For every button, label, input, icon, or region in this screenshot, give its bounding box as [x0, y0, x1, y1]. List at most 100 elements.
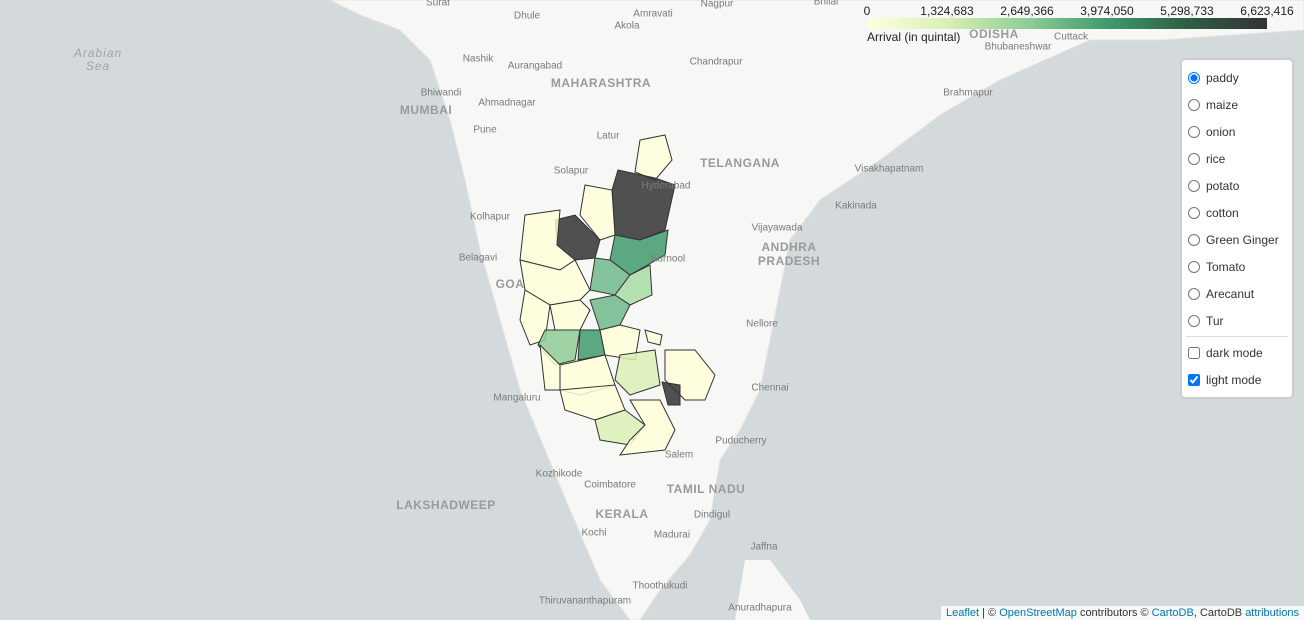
place-label: Hyderabad: [641, 180, 691, 192]
crop-option[interactable]: maize: [1182, 91, 1292, 118]
cartodb-link[interactable]: CartoDB: [1151, 607, 1194, 619]
crop-radio[interactable]: [1188, 260, 1200, 273]
districts: [519, 134, 716, 456]
crop-radio[interactable]: [1188, 314, 1200, 327]
place-label: MAHARASHTRA: [550, 76, 652, 90]
place-label: Thiruvananthapuram: [538, 595, 632, 607]
legend-tick-label: 6,623,416: [1240, 4, 1294, 18]
legend-tick-label: 1,324,683: [920, 4, 974, 18]
place-label: Dindigul: [693, 509, 731, 521]
place-label: Akola: [614, 20, 640, 32]
place-label: MUMBAI: [399, 103, 453, 117]
district: [614, 349, 661, 396]
place-label: Mangaluru: [493, 392, 541, 404]
place-label: KERALA: [595, 507, 649, 521]
place-label: Dhule: [513, 10, 541, 22]
place-label: Cuttack: [1054, 31, 1088, 43]
place-label: Kakinada: [835, 200, 877, 212]
legend-tick-label: 3,974,050: [1080, 4, 1134, 18]
crop-radio[interactable]: [1188, 287, 1200, 300]
crop-label: cotton: [1206, 205, 1239, 220]
place-label: Jaffna: [750, 541, 778, 553]
attribution-text: , CartoDB: [1193, 607, 1243, 619]
crop-option[interactable]: Arecanut: [1182, 280, 1292, 307]
sri-lanka: [735, 560, 810, 620]
mode-option[interactable]: dark mode: [1182, 339, 1292, 366]
place-label: Kurnool: [650, 253, 686, 265]
osm-link[interactable]: OpenStreetMap: [999, 607, 1077, 619]
place-label: Aurangabad: [507, 60, 563, 72]
legend-tick-label: 0: [863, 4, 871, 18]
district: [519, 289, 551, 346]
place-label: Nashik: [462, 53, 494, 65]
place-label: Belagavi: [458, 252, 498, 264]
attributions-link[interactable]: attributions: [1245, 607, 1299, 619]
mode-option[interactable]: light mode: [1182, 366, 1292, 393]
mode-label: dark mode: [1206, 345, 1263, 360]
place-label: Kolhapur: [469, 211, 511, 223]
place-label: Kozhikode: [535, 468, 583, 480]
crop-option[interactable]: potato: [1182, 172, 1292, 199]
crop-option[interactable]: cotton: [1182, 199, 1292, 226]
place-label: Visakhapatnam: [854, 163, 924, 175]
place-label: Kochi: [581, 527, 607, 539]
legend-caption: Arrival (in quintal): [867, 30, 961, 44]
district: [634, 134, 673, 181]
place-label: Puducherry: [715, 435, 767, 447]
land: [329, 0, 1304, 620]
crop-radio[interactable]: [1188, 125, 1200, 138]
crop-option[interactable]: Tur: [1182, 307, 1292, 334]
crop-label: potato: [1206, 178, 1240, 193]
crop-option[interactable]: paddy: [1182, 64, 1292, 91]
crop-label: onion: [1206, 124, 1236, 139]
place-label: TAMIL NADU: [666, 482, 746, 496]
place-label: TELANGANA: [700, 156, 780, 170]
leaflet-link[interactable]: Leaflet: [946, 607, 980, 619]
district: [579, 184, 616, 241]
mode-label: light mode: [1206, 372, 1262, 387]
crop-radio[interactable]: [1188, 152, 1200, 165]
layer-control: paddy maize onion rice potato cotton Green Gin…: [1180, 58, 1294, 399]
attribution-text: | ©: [982, 607, 997, 619]
place-label: ANDHRA: [761, 240, 817, 254]
mode-checkbox[interactable]: [1188, 346, 1200, 359]
place-label: PRADESH: [757, 254, 821, 268]
district: [618, 399, 676, 456]
district: [614, 264, 653, 306]
place-label: Ahmadnagar: [478, 97, 536, 109]
crop-option[interactable]: Green Ginger: [1182, 226, 1292, 253]
district: [661, 381, 681, 406]
crop-radio[interactable]: [1188, 233, 1200, 246]
crop-label: rice: [1206, 151, 1226, 166]
place-label: Chandrapur: [689, 56, 743, 68]
crop-radio[interactable]: [1188, 98, 1200, 111]
place-label: Nellore: [746, 318, 778, 330]
place-label: GOA: [495, 277, 525, 291]
crop-radio[interactable]: [1188, 179, 1200, 192]
place-label: Surat: [426, 0, 450, 9]
place-label: Salem: [664, 449, 694, 461]
place-label: Bhiwandi: [420, 87, 462, 99]
crop-option[interactable]: Tomato: [1182, 253, 1292, 280]
mode-checkbox[interactable]: [1188, 373, 1200, 386]
crop-label: Green Ginger: [1206, 232, 1279, 247]
attribution: Leaflet | © OpenStreetMap contributors ©…: [941, 606, 1304, 620]
district: [599, 324, 641, 361]
crop-radio[interactable]: [1188, 206, 1200, 219]
place-label: Bhubaneshwar: [984, 41, 1052, 53]
place-label: Latur: [596, 130, 620, 142]
district: [644, 329, 663, 346]
crop-label: Tomato: [1206, 259, 1246, 274]
place-label: Brahmapur: [943, 87, 993, 99]
place-label: Bhilai: [813, 0, 839, 8]
crop-option[interactable]: rice: [1182, 145, 1292, 172]
place-label: Madurai: [653, 529, 691, 541]
place-label: Pune: [473, 124, 497, 136]
crop-radio[interactable]: [1188, 71, 1200, 84]
place-label: Amravati: [633, 8, 673, 20]
place-label: LAKSHADWEEP: [396, 498, 496, 512]
crop-option[interactable]: onion: [1182, 118, 1292, 145]
place-label: Sea: [85, 59, 111, 73]
crop-label: Arecanut: [1206, 286, 1255, 301]
